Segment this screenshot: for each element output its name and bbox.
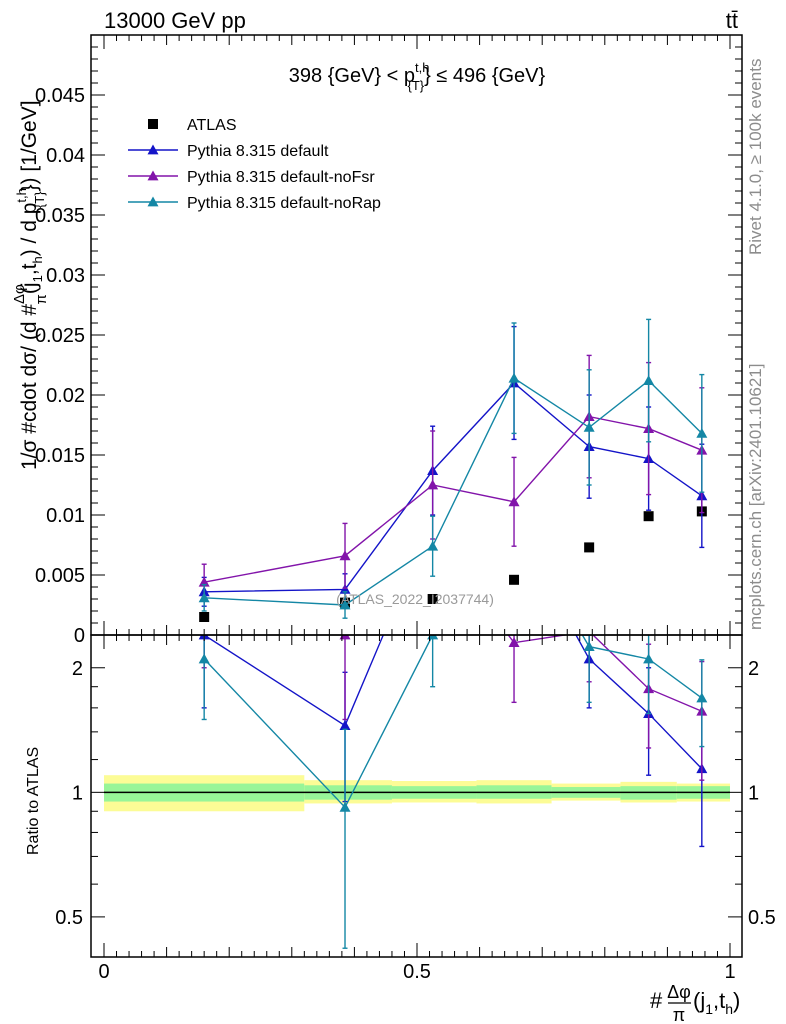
side-mcplots-label: mcplots.cern.ch [arXiv:2401.10621]: [746, 364, 765, 630]
main-point-3-5: [643, 375, 655, 385]
title-sub: {T}: [408, 78, 425, 93]
title-post: } ≤ 496 {GeV}: [424, 65, 545, 87]
ratio-point-2-6: [696, 692, 708, 703]
legend: ATLAS Pythia 8.315 default Pythia 8.315 de…: [128, 117, 381, 212]
main-point-3-4: [583, 421, 595, 432]
xtick-label: 0: [98, 961, 109, 983]
main-line-1: [204, 382, 703, 593]
ylabel-frac-num: Δφ: [11, 284, 28, 304]
main-point-0-3: [509, 574, 520, 585]
xlabel-hash: #: [650, 988, 663, 1013]
ratio-point-2-0: [198, 653, 210, 664]
xtick-label: 1: [724, 961, 735, 983]
main-ytick-label: 0.03: [46, 265, 85, 287]
ylabel-frac-den: π: [33, 294, 50, 304]
legend-label-2: Pythia 8.315 default-noFsr: [187, 169, 375, 186]
main-point-2-0: [198, 576, 210, 587]
main-point-3-2: [427, 540, 439, 551]
ratio-point-1-3: [508, 637, 520, 648]
ratio-series-layer: [198, 635, 708, 949]
legend-label-0: ATLAS: [187, 117, 237, 134]
main-ytick-label: 0.045: [35, 85, 85, 107]
analysis-watermark: (ATLAS_2022_I2037744): [336, 591, 494, 607]
ratio-line-0: [203, 635, 703, 770]
ylabel-part-2: ,t: [18, 263, 41, 275]
main-ylabel: 1/σ #cdot dσ/ (d #Δφ π(j1,th) / d pt,h {T}…: [11, 100, 50, 470]
ylabel-sub-t: {T}: [32, 191, 47, 208]
main-ytick-label: 0.015: [35, 445, 85, 467]
ratio-line-2: [203, 635, 703, 809]
main-series-layer: [198, 318, 708, 622]
header-right: tt̄: [726, 8, 738, 33]
legend-marker-0: [148, 119, 158, 129]
main-ytick-label: 0.04: [46, 145, 85, 167]
main-ytick-label: 0.025: [35, 325, 85, 347]
ratio-ytick-label-right: 2: [748, 658, 759, 680]
xlabel-mid: ,t: [713, 988, 725, 1013]
main-point-3-6: [696, 427, 708, 438]
ratio-ytick-label-left: 1: [72, 782, 83, 804]
ratio-point-0-1: [339, 720, 351, 730]
main-point-0-0: [199, 612, 210, 622]
xlabel-frac-num: Δφ: [667, 982, 691, 1002]
ylabel-part-3: ) / d p: [18, 203, 41, 257]
legend-label-1: Pythia 8.315 default: [187, 143, 329, 160]
main-ytick-label: 0.01: [46, 505, 85, 527]
xtick-label: 0.5: [403, 961, 431, 983]
title-pre: 398 {GeV} < p: [289, 65, 415, 87]
legend-marker-2: [147, 170, 159, 181]
xlabel-sub-h: h: [725, 1001, 733, 1017]
ratio-ytick-label-right: 0.5: [748, 907, 776, 929]
xlabel-frac-den: π: [673, 1005, 685, 1024]
main-point-2-3: [508, 496, 520, 507]
ylabel-part-1: (j: [18, 282, 41, 294]
xlabel-post: (j: [693, 988, 705, 1013]
main-point-0-5: [643, 511, 654, 522]
legend-marker-1: [147, 144, 159, 155]
main-point-0-2: [427, 594, 438, 604]
main-line-2: [204, 415, 703, 583]
main-point-3-0: [198, 592, 210, 603]
ratio-ytick-label-left: 0.5: [55, 907, 83, 929]
ylabel-part-0: 1/σ #cdot dσ/ (d #: [18, 304, 41, 470]
ylabel-sub-1: 1: [30, 275, 45, 282]
ratio-ytick-label-left: 2: [72, 658, 83, 680]
main-ytick-label: 0.02: [46, 385, 85, 407]
main-ytick-label: 0.005: [35, 565, 85, 587]
ratio-point-2-1: [339, 801, 351, 812]
main-point-0-4: [584, 542, 595, 553]
main-ytick-label: 0.035: [35, 205, 85, 227]
ratio-point-2-5: [643, 653, 655, 664]
axes-layer: 0 0.005 0.01 0.015 0.02 0.025 0.03 0.035 0.04 0.0…: [35, 34, 776, 983]
main-point-3-3: [508, 372, 520, 383]
x-axis-label: # Δφ π (j1,th): [650, 982, 740, 1024]
ratio-point-2-4: [583, 641, 595, 651]
ratio-ylabel: Ratio to ATLAS: [25, 747, 42, 855]
xlabel-args: (j1,th): [693, 988, 740, 1017]
legend-marker-3: [147, 196, 159, 207]
legend-label-3: Pythia 8.315 default-noRap: [187, 195, 381, 212]
main-line-3: [204, 377, 703, 606]
main-point-3-1: [339, 599, 351, 610]
ylabel-sub-h: h: [30, 256, 45, 263]
title-sup: t,h: [415, 60, 429, 75]
ratio-ytick-label-right: 1: [748, 782, 759, 804]
ylabel-sup-th: t,h: [14, 188, 29, 202]
main-point-2-2: [427, 479, 439, 490]
header-left: 13000 GeV pp: [104, 8, 246, 33]
ratio-bands: [104, 775, 730, 812]
xlabel-end: ): [733, 988, 740, 1013]
ylabel-part-4: }) [1/GeV]: [18, 100, 41, 191]
ratio-line-1: [342, 635, 703, 712]
chart-title: 398 {GeV} < pt,h {T}} ≤ 496 {GeV}: [289, 60, 546, 93]
xlabel-sub-1: 1: [705, 1001, 713, 1017]
side-rivet-label: Rivet 4.1.0, ≥ 100k events: [746, 59, 765, 255]
ratio-point-1-4: [583, 635, 595, 636]
main-point-2-1: [339, 550, 351, 561]
main-ytick-label: 0: [74, 625, 85, 647]
